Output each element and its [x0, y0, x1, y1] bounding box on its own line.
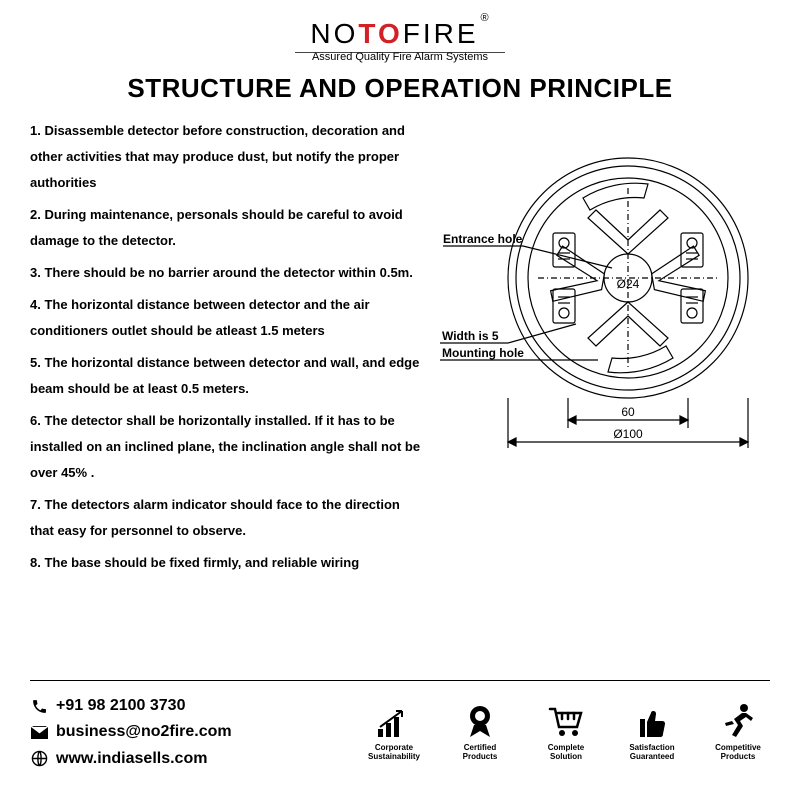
- detector-base-diagram: Entrance hole Width is 5 Mounting hole Ø…: [438, 128, 768, 488]
- instruction-item: 2. During maintenance, personals should …: [30, 202, 425, 254]
- logo-block: NOTOFIRE® Assured Quality Fire Alarm Sys…: [30, 18, 770, 63]
- instruction-item: 3. There should be no barrier around the…: [30, 260, 425, 286]
- email-icon: [30, 726, 48, 739]
- instruction-item: 4. The horizontal distance between detec…: [30, 292, 425, 344]
- contact-phone: +91 98 2100 3730: [56, 693, 185, 719]
- diagram-container: Entrance hole Width is 5 Mounting hole Ø…: [435, 118, 770, 582]
- instruction-item: 6. The detector shall be horizontally in…: [30, 408, 425, 486]
- badge-line1: Corporate: [375, 743, 413, 753]
- label-mounting-hole: Mounting hole: [442, 346, 524, 360]
- instruction-item: 7. The detectors alarm indicator should …: [30, 492, 425, 544]
- contact-email: business@no2fire.com: [56, 719, 232, 745]
- thumbs-up-icon: [636, 703, 668, 739]
- badge-line1: Competitive: [715, 743, 761, 753]
- badge-line2: Products: [721, 752, 756, 762]
- contact-email-row: business@no2fire.com: [30, 719, 232, 745]
- badge-line2: Sustainability: [368, 752, 420, 762]
- badge-competitive: Competitive Products: [706, 703, 770, 762]
- content-row: 1. Disassemble detector before construct…: [30, 118, 770, 582]
- dim-center: Ø24: [616, 277, 639, 291]
- logo-part-fire: FIRE: [403, 18, 479, 49]
- badge-line1: Satisfaction: [629, 743, 674, 753]
- badge-satisfaction: Satisfaction Guaranteed: [620, 703, 684, 762]
- logo-part-no: NO: [310, 18, 358, 49]
- page-title: STRUCTURE AND OPERATION PRINCIPLE: [30, 73, 770, 104]
- globe-icon: [30, 750, 48, 767]
- contact-block: +91 98 2100 3730 business@no2fire.com ww…: [30, 693, 232, 772]
- footer-divider: [30, 680, 770, 681]
- badge-solution: Complete Solution: [534, 703, 598, 762]
- badge-certified: Certified Products: [448, 703, 512, 762]
- badge-line2: Solution: [550, 752, 582, 762]
- badge-line1: Complete: [548, 743, 584, 753]
- phone-icon: [30, 698, 48, 715]
- badge-line1: Certified: [464, 743, 496, 753]
- label-entrance-hole: Entrance hole: [443, 232, 523, 246]
- growth-icon: [376, 703, 412, 739]
- contact-web: www.indiasells.com: [56, 746, 207, 772]
- instruction-item: 5. The horizontal distance between detec…: [30, 350, 425, 402]
- contact-web-row: www.indiasells.com: [30, 746, 232, 772]
- runner-icon: [722, 703, 754, 739]
- page-footer: +91 98 2100 3730 business@no2fire.com ww…: [30, 680, 770, 772]
- label-width: Width is 5: [442, 329, 499, 343]
- badge-line2: Guaranteed: [630, 752, 674, 762]
- cart-icon: [548, 703, 584, 739]
- dim-100: Ø100: [613, 427, 643, 441]
- registered-mark: ®: [481, 12, 492, 24]
- instruction-item: 8. The base should be fixed firmly, and …: [30, 550, 425, 576]
- badges-row: Corporate Sustainability Certified Produ…: [362, 703, 770, 762]
- brand-logo: NOTOFIRE®: [310, 18, 489, 50]
- logo-part-to: TO: [358, 18, 402, 49]
- instruction-item: 1. Disassemble detector before construct…: [30, 118, 425, 196]
- logo-tagline: Assured Quality Fire Alarm Systems: [30, 51, 770, 63]
- badge-line2: Products: [463, 752, 498, 762]
- badge-sustainability: Corporate Sustainability: [362, 703, 426, 762]
- contact-phone-row: +91 98 2100 3730: [30, 693, 232, 719]
- dim-60: 60: [621, 405, 635, 419]
- ribbon-icon: [463, 703, 497, 739]
- instructions-list: 1. Disassemble detector before construct…: [30, 118, 425, 582]
